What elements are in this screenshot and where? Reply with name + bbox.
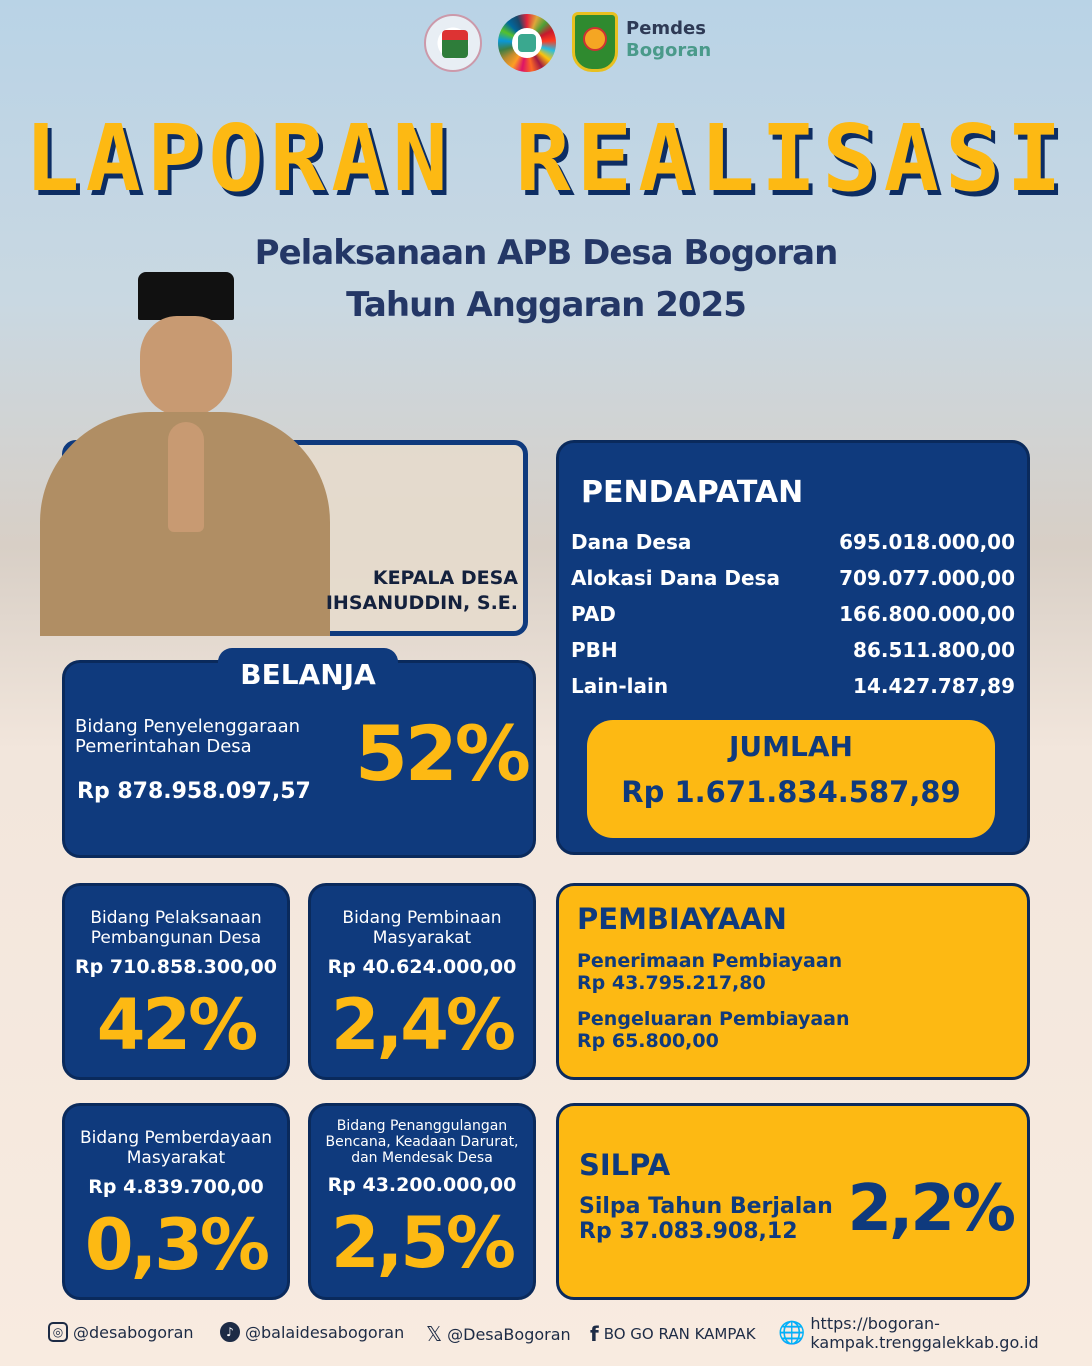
pembiayaan-card: PEMBIAYAAN Penerimaan Pembiayaan Rp 43.7… — [556, 883, 1030, 1080]
belanja-main-label: Bidang Penyelenggaraan Pemerintahan Desa — [75, 716, 301, 757]
facebook-icon: f — [590, 1322, 599, 1346]
trenggalek-regency-emblem — [572, 12, 618, 72]
pendapatan-row: Dana Desa 695.018.000,00 — [571, 530, 1015, 554]
subtitle-line-2: Tahun Anggaran 2025 — [346, 285, 747, 325]
page-title: LAPORAN REALISASI — [24, 105, 1068, 212]
bogoran-label: Bogoran — [626, 40, 712, 61]
pendapatan-label: PBH — [571, 638, 618, 662]
instagram-link[interactable]: ◎ @desabogoran — [48, 1322, 194, 1342]
jumlah-label: JUMLAH — [729, 730, 853, 763]
pendapatan-row: PBH 86.511.800,00 — [571, 638, 1015, 662]
silpa-percent: 2,2% — [847, 1172, 1016, 1246]
jumlah-box: JUMLAH Rp 1.671.834.587,89 — [587, 720, 995, 838]
belanja-main-percent: 52% — [355, 709, 531, 798]
belanja-card: Bidang Pemberdayaan Masyarakat Rp 4.839.7… — [62, 1103, 290, 1300]
kemendes-logo — [424, 14, 482, 72]
pengeluaran-value: Rp 65.800,00 — [577, 1030, 719, 1052]
village-head-photo — [40, 272, 330, 636]
pendapatan-row: Lain-lain 14.427.787,89 — [571, 674, 1015, 698]
penerimaan-label: Penerimaan Pembiayaan — [577, 950, 843, 972]
website-line-2: kampak.trenggalekkab.go.id — [810, 1333, 1039, 1352]
belanja-card: Bidang Pelaksanaan Pembangunan Desa Rp 71… — [62, 883, 290, 1080]
pendapatan-value: 695.018.000,00 — [839, 530, 1015, 554]
pendapatan-card: PENDAPATAN Dana Desa 695.018.000,00 Alokas… — [556, 440, 1030, 855]
pendapatan-title: PENDAPATAN — [581, 475, 804, 510]
silpa-title: SILPA — [579, 1148, 671, 1182]
instagram-icon: ◎ — [48, 1322, 68, 1342]
pendapatan-row: PAD 166.800.000,00 — [571, 602, 1015, 626]
belanja-percent: 2,5% — [330, 1202, 516, 1284]
pendapatan-label: PAD — [571, 602, 616, 626]
pendapatan-value: 709.077.000,00 — [839, 566, 1015, 590]
belanja-main-amount: Rp 878.958.097,57 — [77, 779, 311, 804]
pendapatan-label: Dana Desa — [571, 530, 692, 554]
website-link[interactable]: 🌐 https://bogoran-kampak.trenggalekkab.go… — [778, 1314, 1039, 1352]
globe-icon: 🌐 — [778, 1320, 806, 1346]
silpa-label: Silpa Tahun Berjalan — [579, 1194, 833, 1219]
village-head-name: IHSANUDDIN, S.E. — [325, 592, 518, 614]
belanja-label: Bidang Pelaksanaan Pembangunan Desa — [90, 908, 262, 948]
belanja-label: Bidang Penanggulangan Bencana, Keadaan D… — [325, 1118, 519, 1166]
jumlah-value: Rp 1.671.834.587,89 — [621, 775, 961, 809]
belanja-percent: 2,4% — [330, 984, 516, 1066]
belanja-card: Bidang Pembinaan Masyarakat Rp 40.624.000… — [308, 883, 536, 1080]
tiktok-icon: ♪ — [220, 1322, 240, 1342]
facebook-name: BO GO RAN KAMPAK — [603, 1325, 756, 1343]
belanja-amount: Rp 710.858.300,00 — [75, 956, 277, 978]
pengeluaran-label: Pengeluaran Pembiayaan — [577, 1008, 850, 1030]
website-line-1: https://bogoran- — [810, 1314, 940, 1333]
x-icon: 𝕏 — [426, 1322, 443, 1346]
pendapatan-label: Alokasi Dana Desa — [571, 566, 780, 590]
belanja-percent: 0,3% — [84, 1204, 270, 1286]
silpa-card: SILPA Silpa Tahun Berjalan Rp 37.083.908… — [556, 1103, 1030, 1300]
sdgs-desa-logo — [498, 14, 556, 72]
subtitle-line-1: Pelaksanaan APB Desa Bogoran — [254, 233, 839, 273]
village-head-role: KEPALA DESA — [372, 567, 518, 589]
pembiayaan-title: PEMBIAYAAN — [577, 902, 787, 936]
pendapatan-value: 86.511.800,00 — [853, 638, 1015, 662]
x-handle: @DesaBogoran — [447, 1324, 571, 1344]
belanja-card: Bidang Penanggulangan Bencana, Keadaan D… — [308, 1103, 536, 1300]
facebook-link[interactable]: f BO GO RAN KAMPAK — [590, 1322, 756, 1346]
pendapatan-value: 14.427.787,89 — [853, 674, 1015, 698]
x-link[interactable]: 𝕏 @DesaBogoran — [426, 1322, 571, 1346]
belanja-amount: Rp 4.839.700,00 — [88, 1176, 264, 1198]
pemdes-label: Pemdes — [626, 18, 706, 39]
pendapatan-row: Alokasi Dana Desa 709.077.000,00 — [571, 566, 1015, 590]
belanja-amount: Rp 40.624.000,00 — [327, 956, 517, 978]
pendapatan-label: Lain-lain — [571, 674, 669, 698]
pendapatan-value: 166.800.000,00 — [839, 602, 1015, 626]
belanja-label: Bidang Pembinaan Masyarakat — [342, 908, 502, 948]
belanja-label: Bidang Pemberdayaan Masyarakat — [79, 1128, 273, 1168]
silpa-value: Rp 37.083.908,12 — [579, 1219, 798, 1244]
belanja-amount: Rp 43.200.000,00 — [327, 1174, 517, 1196]
belanja-percent: 42% — [96, 984, 259, 1066]
instagram-handle: @desabogoran — [73, 1322, 194, 1342]
tiktok-link[interactable]: ♪ @balaidesabogoran — [220, 1322, 404, 1342]
belanja-tab: BELANJA — [218, 648, 398, 696]
tiktok-handle: @balaidesabogoran — [245, 1322, 405, 1342]
penerimaan-value: Rp 43.795.217,80 — [577, 972, 766, 994]
